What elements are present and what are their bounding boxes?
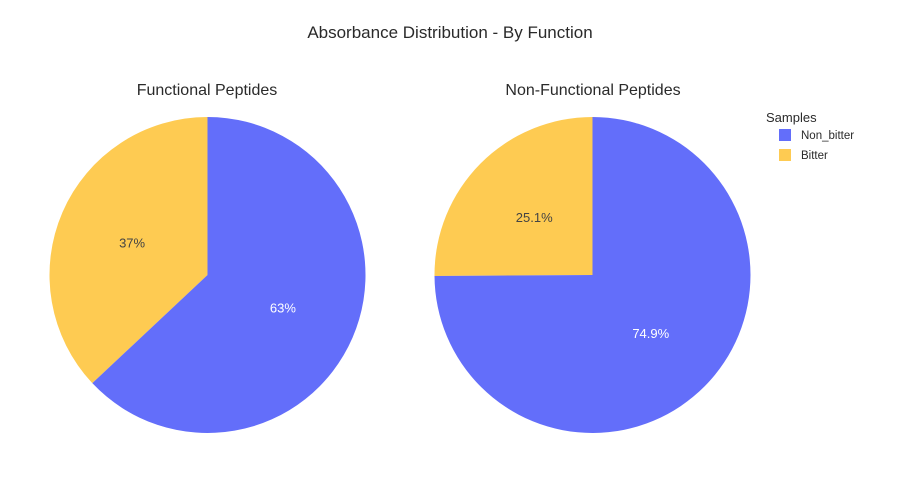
pie-functional-label-bitter: 37% <box>119 235 145 250</box>
pie-non-functional-label-non-bitter: 74.9% <box>632 326 669 341</box>
legend-label-non-bitter[interactable]: Non_bitter <box>801 130 854 142</box>
legend: Samples Non_bitter Bitter <box>766 110 854 162</box>
legend-title: Samples <box>766 110 817 125</box>
pie-non-functional: Non-Functional Peptides 74.9% 25.1% <box>434 82 751 433</box>
legend-swatch-bitter[interactable] <box>779 149 791 161</box>
pie-functional-label-non-bitter: 63% <box>270 301 296 316</box>
pie-functional-title: Functional Peptides <box>137 82 278 99</box>
chart-title: Absorbance Distribution - By Function <box>307 23 592 42</box>
pie-functional-slice-bitter[interactable] <box>49 117 208 384</box>
pie-non-functional-label-bitter: 25.1% <box>516 210 553 225</box>
pie-functional: Functional Peptides 63% 37% <box>49 82 366 433</box>
legend-label-bitter[interactable]: Bitter <box>801 150 828 162</box>
pie-non-functional-slice-bitter[interactable] <box>434 117 593 276</box>
pie-non-functional-slice-non-bitter[interactable] <box>434 117 751 433</box>
legend-swatch-non-bitter[interactable] <box>779 129 791 141</box>
pie-non-functional-title: Non-Functional Peptides <box>505 82 680 99</box>
pie-functional-slice-non-bitter[interactable] <box>92 117 366 433</box>
